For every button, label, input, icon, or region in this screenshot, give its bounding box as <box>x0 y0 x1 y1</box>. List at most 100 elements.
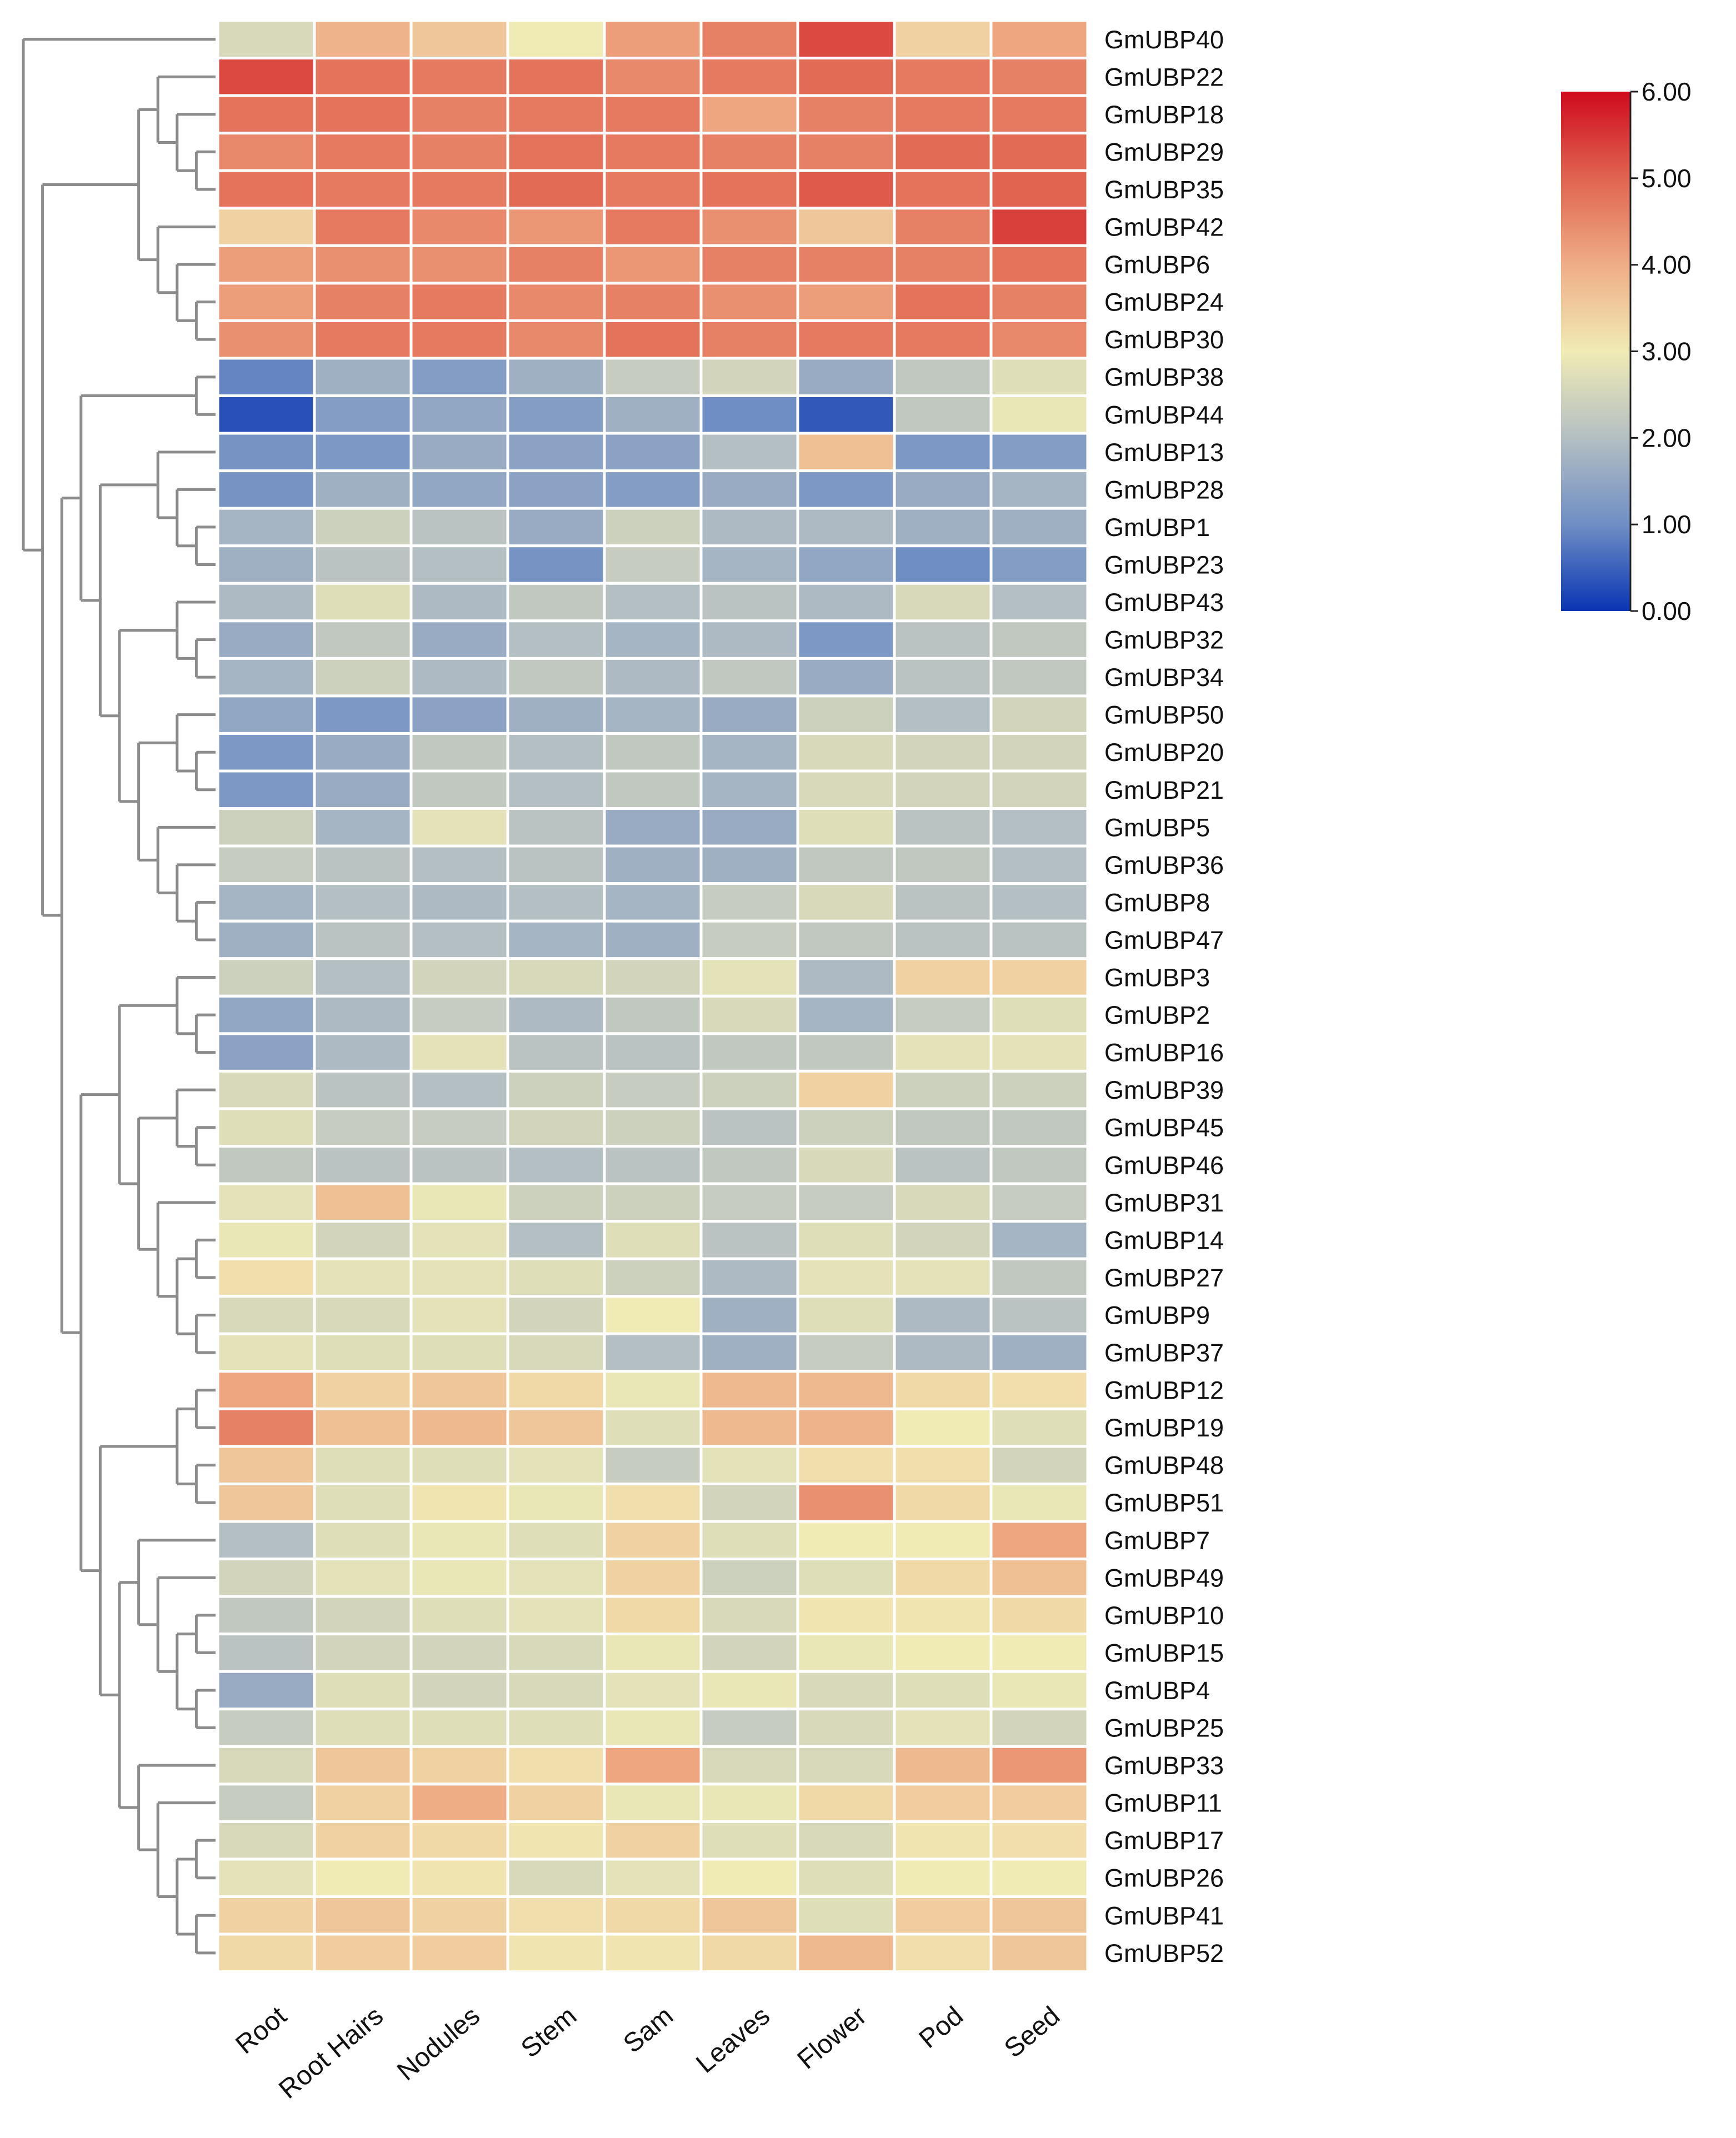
colorbar-tick-label: 4.00 <box>1642 251 1692 279</box>
heatmap-cell <box>796 1445 896 1485</box>
heatmap-cell <box>796 807 896 848</box>
heatmap-cell <box>699 957 799 998</box>
heatmap-cell <box>893 732 993 773</box>
row-label: GmUBP26 <box>1104 1864 1224 1892</box>
heatmap-cell <box>796 357 896 398</box>
row-label: GmUBP28 <box>1104 475 1224 504</box>
heatmap-cell <box>313 1670 413 1711</box>
heatmap-cell <box>699 1445 799 1485</box>
heatmap-cell <box>796 769 896 810</box>
heatmap-cell <box>216 1257 316 1298</box>
heatmap-cell <box>313 1857 413 1898</box>
heatmap-cell <box>603 1032 703 1073</box>
heatmap-cell <box>603 657 703 698</box>
heatmap-cell <box>699 357 799 398</box>
heatmap-cell <box>506 1069 606 1110</box>
row-label: GmUBP42 <box>1104 213 1224 242</box>
row-label: GmUBP43 <box>1104 588 1224 617</box>
heatmap-cell <box>506 1820 606 1861</box>
heatmap-cell <box>506 807 606 848</box>
heatmap-cell <box>313 1032 413 1073</box>
colorbar-tick-label: 6.00 <box>1642 77 1692 106</box>
heatmap-cell <box>989 1633 1089 1673</box>
heatmap-cell <box>796 1295 896 1335</box>
heatmap-cell <box>699 1932 799 1974</box>
heatmap-cell <box>313 1370 413 1410</box>
column-label: Leaves <box>691 2001 776 2079</box>
heatmap-cell <box>603 1782 703 1823</box>
heatmap-cell <box>409 769 509 810</box>
heatmap-cell <box>409 1708 509 1748</box>
heatmap-cell <box>409 1820 509 1861</box>
heatmap-cell <box>796 1069 896 1110</box>
heatmap-cell <box>699 1670 799 1711</box>
row-label: GmUBP12 <box>1104 1376 1224 1405</box>
heatmap-cell <box>409 694 509 735</box>
heatmap-cell <box>409 1107 509 1148</box>
heatmap-cell <box>989 1670 1089 1711</box>
heatmap-cell <box>506 244 606 285</box>
heatmap-cell <box>313 207 413 247</box>
heatmap-cell <box>216 1182 316 1223</box>
heatmap-cell <box>603 807 703 848</box>
heatmap-cell <box>989 507 1089 548</box>
heatmap-cell <box>603 432 703 473</box>
heatmap-cell <box>409 1145 509 1185</box>
heatmap-cell <box>313 1445 413 1485</box>
heatmap-cell <box>409 1445 509 1485</box>
heatmap-cell <box>989 132 1089 172</box>
heatmap-cell <box>893 807 993 848</box>
heatmap-cell <box>893 544 993 585</box>
heatmap-cell <box>796 1107 896 1148</box>
heatmap-cell <box>893 1445 993 1485</box>
heatmap-cell <box>506 469 606 510</box>
heatmap-cell <box>796 94 896 135</box>
heatmap-cells <box>216 19 1089 1974</box>
heatmap-cell <box>409 19 509 60</box>
row-label: GmUBP47 <box>1104 926 1224 954</box>
colorbar-tick-label: 3.00 <box>1642 337 1692 366</box>
heatmap-cell <box>506 1370 606 1410</box>
heatmap-cell <box>699 1332 799 1373</box>
heatmap-cell <box>506 169 606 210</box>
heatmap-cell <box>989 544 1089 585</box>
heatmap-cell <box>216 1370 316 1410</box>
heatmap-cell <box>603 469 703 510</box>
heatmap-cell <box>313 1332 413 1373</box>
heatmap-cell <box>409 1895 509 1936</box>
row-label: GmUBP11 <box>1104 1789 1222 1817</box>
heatmap-cell <box>506 1520 606 1561</box>
colorbar-gradient <box>1561 92 1630 611</box>
heatmap-cell <box>796 619 896 660</box>
column-label: Flower <box>792 2001 872 2075</box>
heatmap-cell <box>989 619 1089 660</box>
heatmap-cell <box>216 207 316 247</box>
row-label: GmUBP4 <box>1104 1676 1210 1705</box>
heatmap-cell <box>506 1107 606 1148</box>
heatmap-cell <box>603 1445 703 1485</box>
heatmap-cell <box>603 882 703 923</box>
heatmap-cell <box>313 1520 413 1561</box>
heatmap-cell <box>699 1407 799 1448</box>
heatmap-cell <box>893 1032 993 1073</box>
heatmap-cell <box>313 1595 413 1636</box>
heatmap-cell <box>313 432 413 473</box>
heatmap-cell <box>603 507 703 548</box>
heatmap-cell <box>313 357 413 398</box>
heatmap-cell <box>216 1482 316 1523</box>
heatmap-cell <box>989 1857 1089 1898</box>
heatmap-cell <box>409 844 509 885</box>
heatmap-cell <box>216 1145 316 1185</box>
heatmap-cell <box>409 1482 509 1523</box>
heatmap-cell <box>603 1595 703 1636</box>
heatmap-cell <box>699 19 799 60</box>
heatmap-cell <box>699 132 799 172</box>
heatmap-cell <box>893 1257 993 1298</box>
heatmap-cell <box>216 544 316 585</box>
heatmap-cell <box>506 94 606 135</box>
column-label: Seed <box>999 2001 1065 2064</box>
heatmap-cell <box>216 1708 316 1748</box>
heatmap-cell <box>313 57 413 97</box>
heatmap-cell <box>506 282 606 322</box>
